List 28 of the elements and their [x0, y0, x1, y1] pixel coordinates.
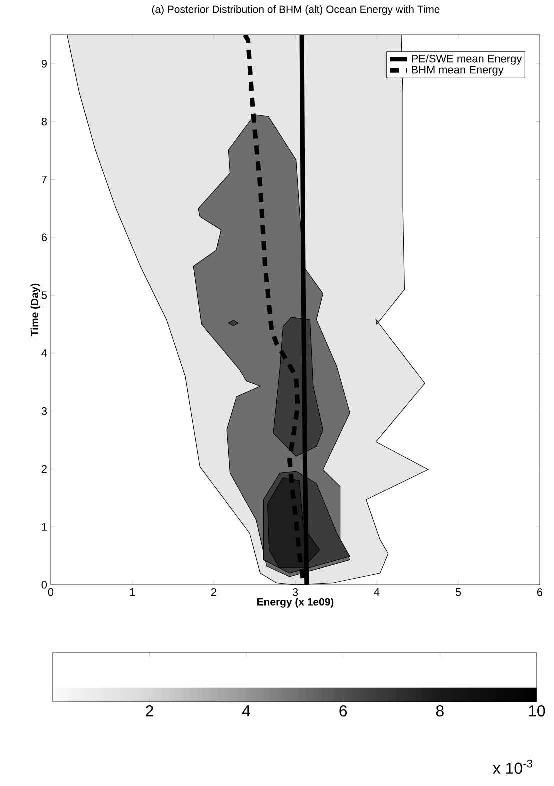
y-tick-label: 0 — [42, 581, 48, 589]
x-tick-label: 4 — [374, 588, 380, 596]
legend-label: PE/SWE mean Energy — [412, 54, 522, 65]
color-bar-label: 2 — [146, 705, 154, 717]
y-tick-label: 2 — [42, 465, 47, 474]
color-bar-label: 4 — [242, 705, 251, 716]
x-axis-title: Energy (x 1e09) — [258, 598, 334, 608]
y-tick-label: 8 — [42, 118, 47, 126]
x-tick-label: 2 — [212, 588, 216, 596]
color-bar-label: 10 — [529, 705, 546, 717]
y-tick-label: 4 — [42, 350, 48, 358]
y-tick-label: 9 — [42, 60, 47, 68]
text: x 10$^{-3}$ — [493, 760, 532, 774]
x-tick-label: 0 — [48, 588, 54, 596]
y-axis-title: Time (Day) — [30, 284, 41, 337]
x-tick-label: 3 — [292, 588, 298, 596]
x-tick-label: 1 — [130, 588, 136, 596]
color-bar-label: 8 — [436, 705, 444, 717]
y-tick-label: 1 — [42, 523, 47, 531]
y-tick-label: 5 — [42, 292, 48, 300]
color-bar-label: 6 — [340, 705, 348, 717]
x-tick-label: 6 — [538, 588, 543, 596]
y-tick-label: 6 — [42, 234, 47, 242]
x-tick-label: 5 — [456, 588, 462, 596]
y-tick-label: 7 — [42, 176, 47, 184]
y-tick-label: 3 — [42, 407, 47, 416]
legend-label: BHM mean Energy — [412, 66, 504, 76]
chart-title: (a) Posterior Distribution of BHM (alt) Ocean Energy with Time — [152, 6, 440, 16]
